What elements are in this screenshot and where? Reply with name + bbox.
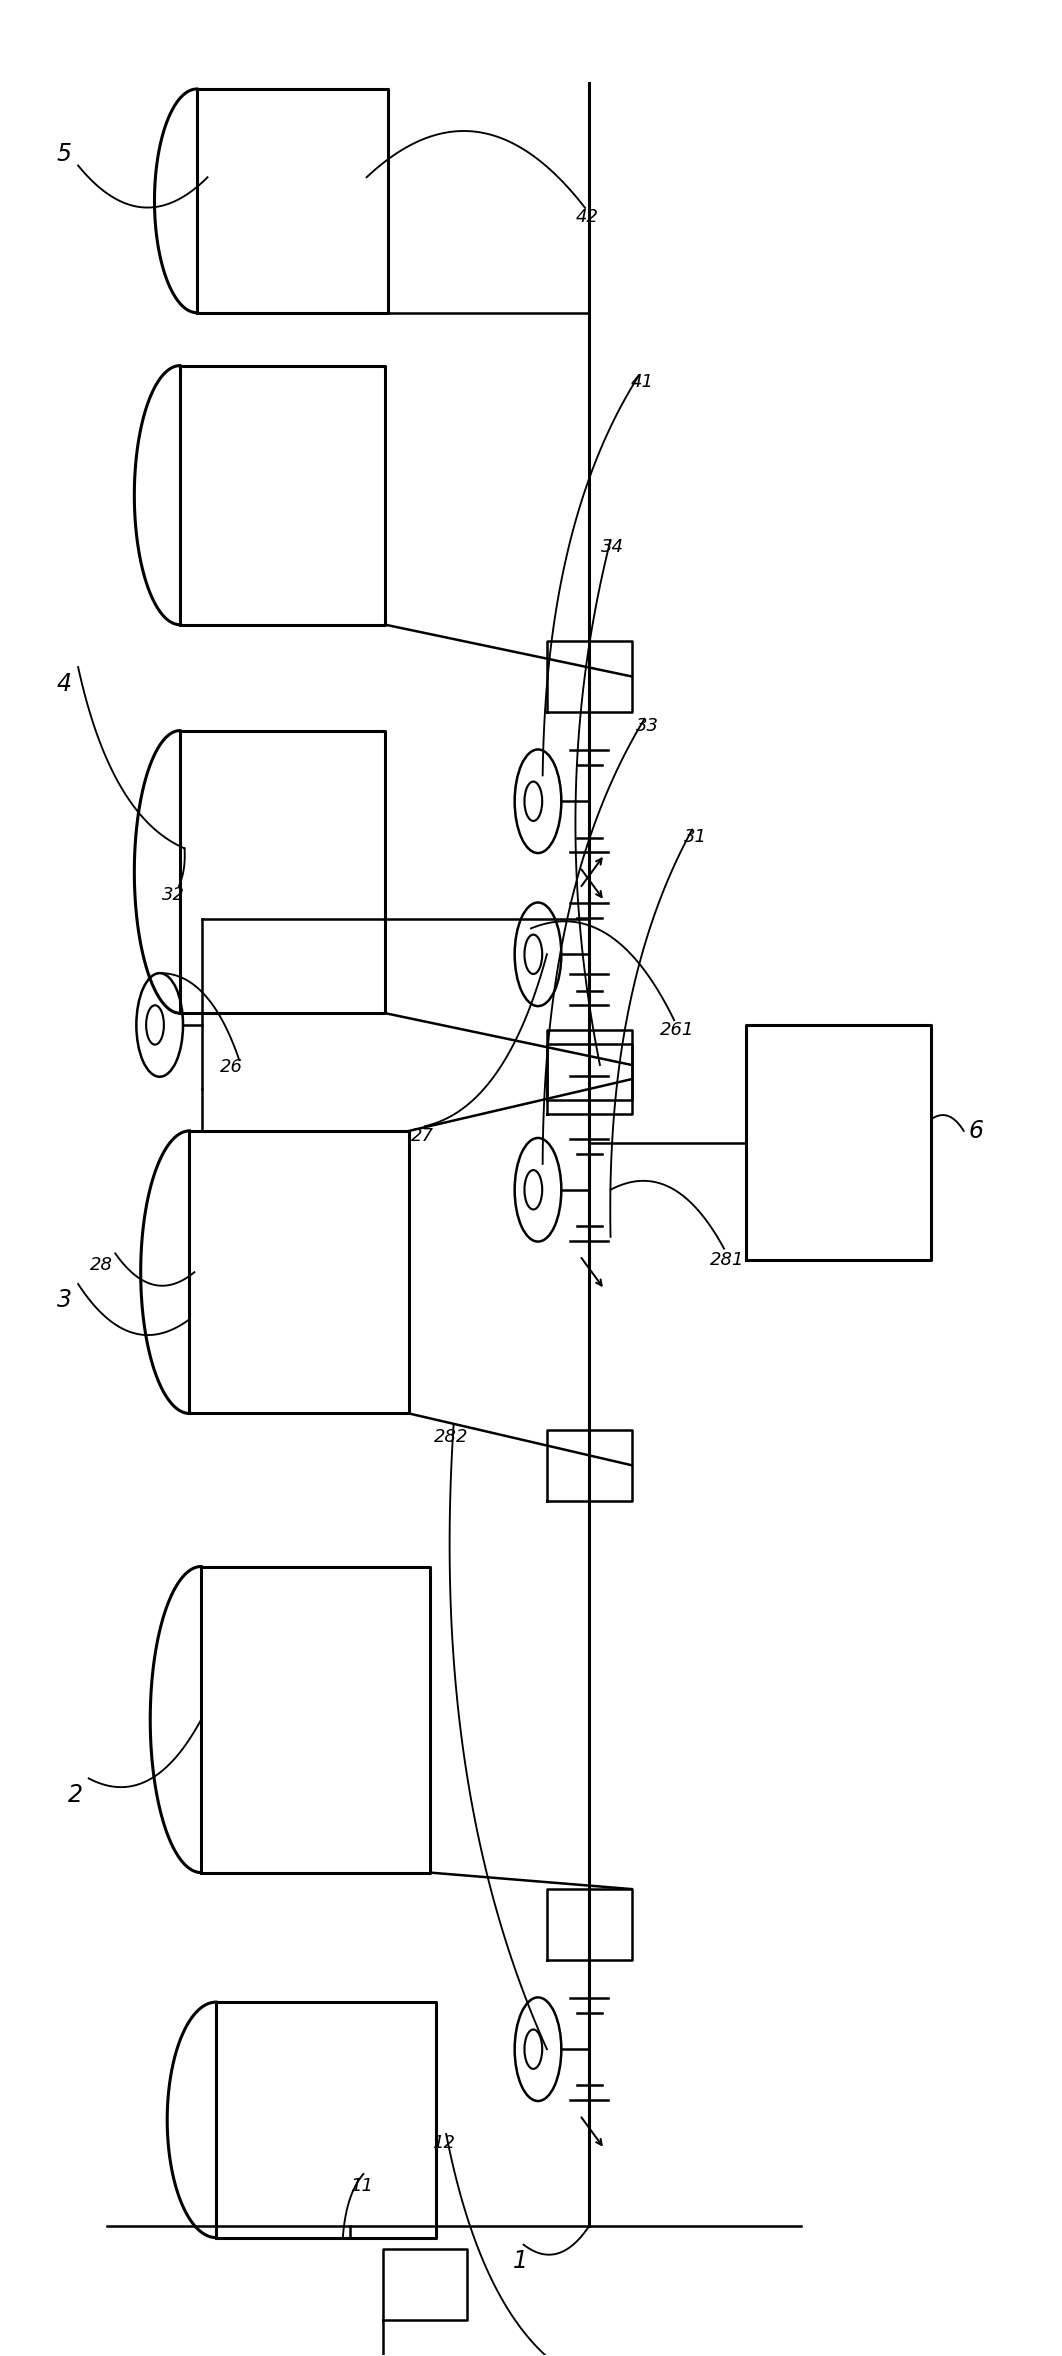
Text: 33: 33 <box>636 716 660 735</box>
Text: 41: 41 <box>631 372 654 391</box>
Text: 27: 27 <box>411 1126 434 1145</box>
Text: 34: 34 <box>601 537 624 556</box>
Text: 42: 42 <box>576 207 599 226</box>
Text: 11: 11 <box>349 2177 373 2196</box>
Text: 1: 1 <box>513 2250 528 2274</box>
Text: 4: 4 <box>57 671 72 695</box>
Text: 28: 28 <box>90 1256 113 1275</box>
Text: 261: 261 <box>661 1020 695 1039</box>
Text: 3: 3 <box>57 1289 72 1312</box>
Text: 281: 281 <box>710 1251 744 1270</box>
Text: 31: 31 <box>684 827 707 846</box>
Text: 5: 5 <box>57 141 72 165</box>
Text: 12: 12 <box>432 2135 456 2153</box>
Text: 282: 282 <box>434 1428 468 1447</box>
Text: 26: 26 <box>221 1058 243 1077</box>
Text: 2: 2 <box>68 1783 83 1807</box>
Text: 6: 6 <box>969 1119 984 1143</box>
Text: 32: 32 <box>162 886 185 905</box>
